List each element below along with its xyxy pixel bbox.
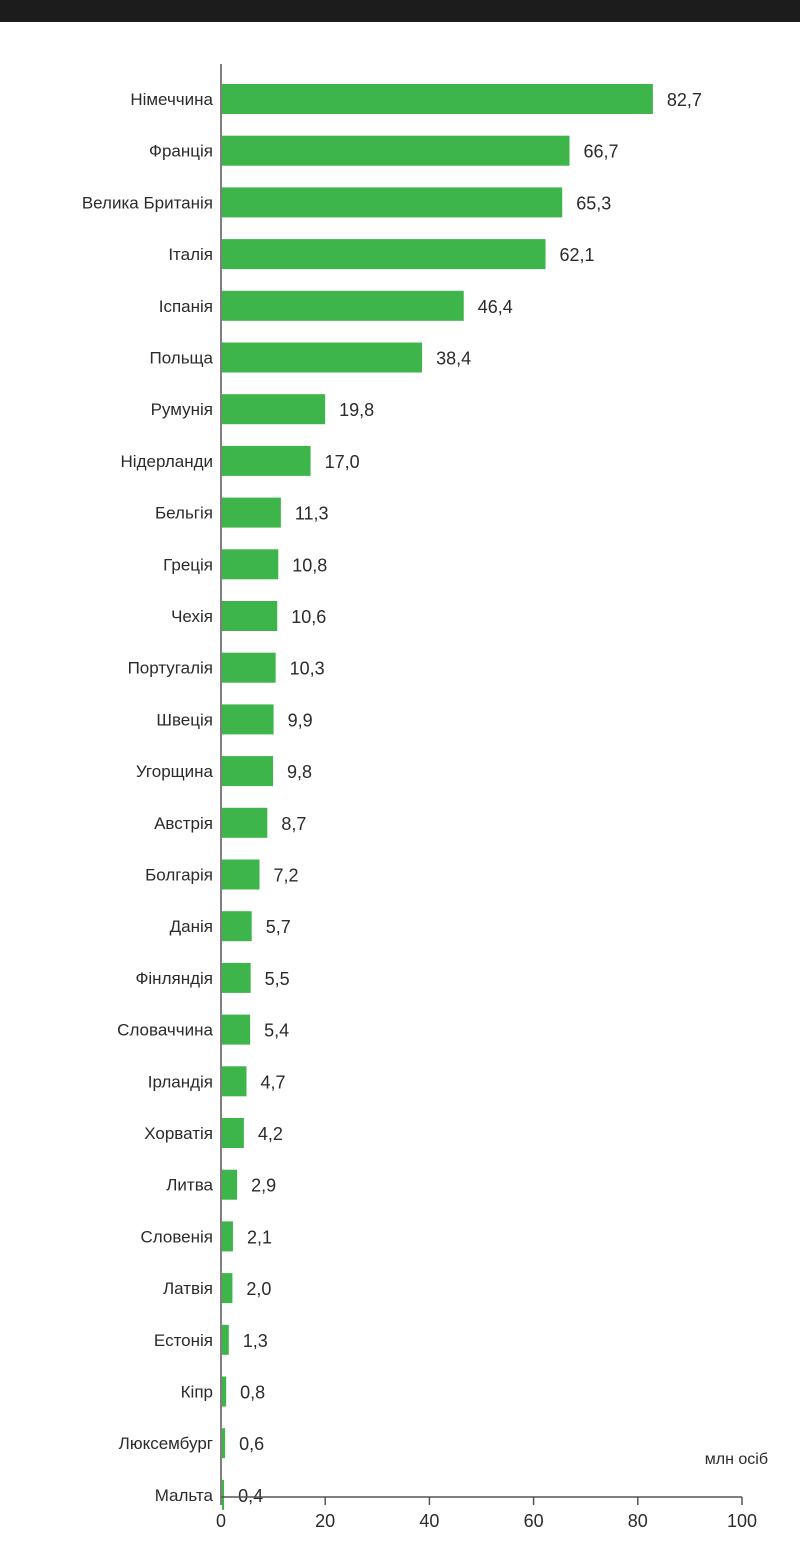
category-label: Мальта bbox=[155, 1486, 214, 1505]
value-label: 11,3 bbox=[295, 504, 329, 524]
x-tick-label: 60 bbox=[524, 1511, 544, 1531]
bars-group: Німеччина 82,7 Франція 66,7 Велика Британія 6… bbox=[82, 84, 702, 1510]
category-label: Угорщина bbox=[136, 762, 214, 781]
bar bbox=[222, 290, 464, 321]
bar bbox=[222, 704, 274, 735]
x-tick-label: 0 bbox=[216, 1511, 226, 1531]
value-label: 62,1 bbox=[560, 245, 595, 265]
category-label: Фінляндія bbox=[135, 969, 213, 988]
category-label: Швеція bbox=[156, 710, 213, 729]
category-label: Болгарія bbox=[145, 866, 213, 885]
bar bbox=[222, 1221, 233, 1252]
x-axis: 0 20 40 60 80 100 bbox=[216, 64, 757, 1531]
bar bbox=[222, 911, 252, 942]
category-label: Греція bbox=[163, 555, 213, 574]
value-label: 7,2 bbox=[274, 866, 299, 886]
value-label: 0,6 bbox=[239, 1434, 264, 1454]
value-label: 46,4 bbox=[478, 297, 513, 317]
category-label: Литва bbox=[166, 1176, 213, 1195]
value-label: 0,8 bbox=[240, 1383, 265, 1403]
bar bbox=[222, 962, 251, 993]
category-label: Велика Британія bbox=[82, 193, 213, 212]
bar bbox=[222, 342, 423, 373]
bar bbox=[222, 756, 274, 787]
bar bbox=[222, 1066, 247, 1097]
bar bbox=[222, 1014, 251, 1045]
x-tick-label: 80 bbox=[628, 1511, 648, 1531]
bar bbox=[222, 239, 546, 270]
value-label: 10,3 bbox=[290, 659, 325, 679]
value-label: 8,7 bbox=[281, 814, 306, 834]
value-label: 66,7 bbox=[584, 142, 619, 162]
bar bbox=[222, 84, 653, 114]
bar-chart: Німеччина 82,7 Франція 66,7 Велика Британія 6… bbox=[82, 64, 768, 1531]
value-label: 19,8 bbox=[339, 400, 374, 420]
value-label: 10,8 bbox=[292, 555, 327, 575]
bar bbox=[222, 1273, 233, 1304]
bar bbox=[222, 549, 279, 580]
value-label: 10,6 bbox=[291, 607, 326, 627]
value-label: 4,2 bbox=[258, 1124, 283, 1144]
value-label: 2,1 bbox=[247, 1227, 272, 1247]
category-label: Люксембург bbox=[119, 1434, 213, 1453]
value-label: 5,4 bbox=[264, 1021, 289, 1041]
value-label: 17,0 bbox=[325, 452, 360, 472]
value-label: 9,9 bbox=[288, 710, 313, 730]
bar bbox=[222, 445, 311, 476]
bar bbox=[222, 1118, 244, 1148]
category-label: Словаччина bbox=[117, 1021, 213, 1040]
category-label: Франція bbox=[149, 142, 213, 161]
value-label: 5,7 bbox=[266, 917, 291, 937]
category-label: Польща bbox=[149, 349, 213, 368]
bar bbox=[222, 652, 276, 683]
x-tick-label: 20 bbox=[315, 1511, 335, 1531]
category-label: Португалія bbox=[128, 659, 213, 678]
value-label: 2,0 bbox=[246, 1279, 271, 1299]
category-label: Італія bbox=[168, 245, 213, 264]
category-label: Ірландія bbox=[148, 1072, 213, 1091]
bar bbox=[222, 1479, 225, 1510]
bar bbox=[222, 859, 260, 890]
value-label: 2,9 bbox=[251, 1176, 276, 1196]
category-label: Нідерланди bbox=[121, 452, 213, 471]
bar bbox=[222, 601, 278, 631]
category-label: Латвія bbox=[163, 1279, 213, 1298]
x-tick-label: 100 bbox=[727, 1511, 757, 1531]
bar bbox=[222, 394, 326, 425]
bar bbox=[222, 1376, 227, 1407]
category-label: Хорватія bbox=[144, 1124, 213, 1143]
value-label: 9,8 bbox=[287, 762, 312, 782]
x-tick-label: 40 bbox=[419, 1511, 439, 1531]
category-label: Естонія bbox=[154, 1331, 213, 1350]
value-label: 38,4 bbox=[436, 349, 471, 369]
bar bbox=[222, 1324, 229, 1355]
value-label: 5,5 bbox=[265, 969, 290, 989]
bar bbox=[222, 187, 563, 218]
bar bbox=[222, 1169, 238, 1200]
bar bbox=[222, 807, 268, 838]
value-label: 82,7 bbox=[667, 90, 702, 110]
category-label: Румунія bbox=[151, 400, 213, 419]
category-label: Німеччина bbox=[130, 90, 213, 109]
value-label: 4,7 bbox=[260, 1072, 285, 1092]
category-label: Словенія bbox=[140, 1227, 213, 1246]
value-label: 0,4 bbox=[238, 1486, 263, 1506]
value-label: 1,3 bbox=[243, 1331, 268, 1351]
bar bbox=[222, 135, 570, 166]
value-label: 65,3 bbox=[576, 193, 611, 213]
category-label: Бельгія bbox=[155, 504, 213, 523]
category-label: Данія bbox=[170, 917, 213, 936]
category-label: Чехія bbox=[171, 607, 213, 626]
category-label: Австрія bbox=[154, 814, 213, 833]
category-label: Кіпр bbox=[181, 1383, 213, 1402]
bar bbox=[222, 497, 281, 528]
chart-panel: Німеччина 82,7 Франція 66,7 Велика Британія 6… bbox=[0, 22, 800, 1547]
category-label: Іспанія bbox=[159, 297, 213, 316]
unit-label: млн осіб bbox=[705, 1451, 768, 1468]
bar bbox=[222, 1428, 226, 1459]
